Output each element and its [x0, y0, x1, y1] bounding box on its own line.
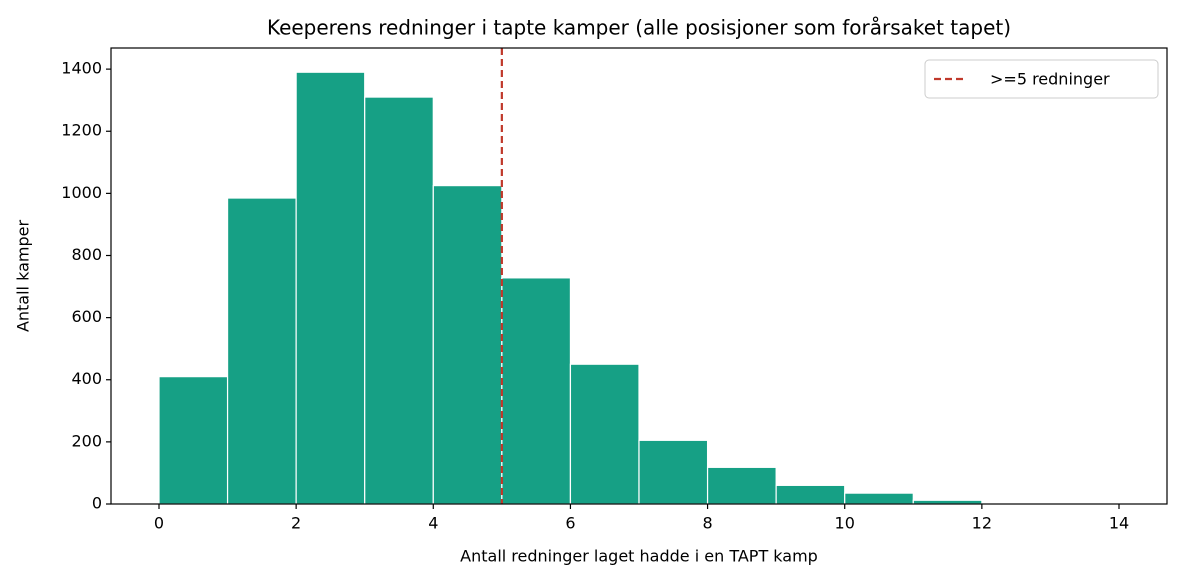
x-tick-label: 0 — [154, 514, 164, 533]
x-tick-label: 8 — [702, 514, 712, 533]
bar — [432, 185, 503, 505]
bar — [364, 96, 434, 505]
chart-title: Keeperens redninger i tapte kamper (alle… — [267, 16, 1011, 40]
y-tick-label: 1200 — [61, 121, 102, 140]
x-tick-label: 6 — [565, 514, 575, 533]
x-tick-label: 12 — [972, 514, 992, 533]
bar — [569, 363, 640, 505]
y-tick-label: 600 — [71, 307, 102, 326]
bar — [706, 466, 777, 505]
y-axis-label: Antall kamper — [14, 220, 33, 333]
x-tick-label: 4 — [428, 514, 438, 533]
y-tick-label: 0 — [92, 494, 102, 513]
legend-box — [924, 59, 1159, 99]
bar — [226, 197, 297, 505]
axes-frame — [110, 47, 1168, 505]
bar — [501, 277, 572, 505]
y-tick-label: 200 — [71, 431, 102, 450]
bar — [158, 376, 229, 505]
x-tick-label: 14 — [1109, 514, 1129, 533]
x-axis-label: Antall redninger laget hadde i en TAPT k… — [460, 547, 818, 566]
y-tick-label: 1400 — [61, 59, 102, 78]
x-tick-label: 2 — [291, 514, 301, 533]
y-tick-label: 400 — [71, 369, 102, 388]
legend-label: >=5 redninger — [990, 70, 1110, 89]
bar — [775, 484, 846, 505]
bar — [638, 439, 709, 505]
y-tick-label: 800 — [71, 245, 102, 264]
bar — [295, 71, 366, 505]
bar — [844, 492, 914, 505]
x-tick-label: 10 — [835, 514, 855, 533]
y-tick-label: 1000 — [61, 183, 102, 202]
